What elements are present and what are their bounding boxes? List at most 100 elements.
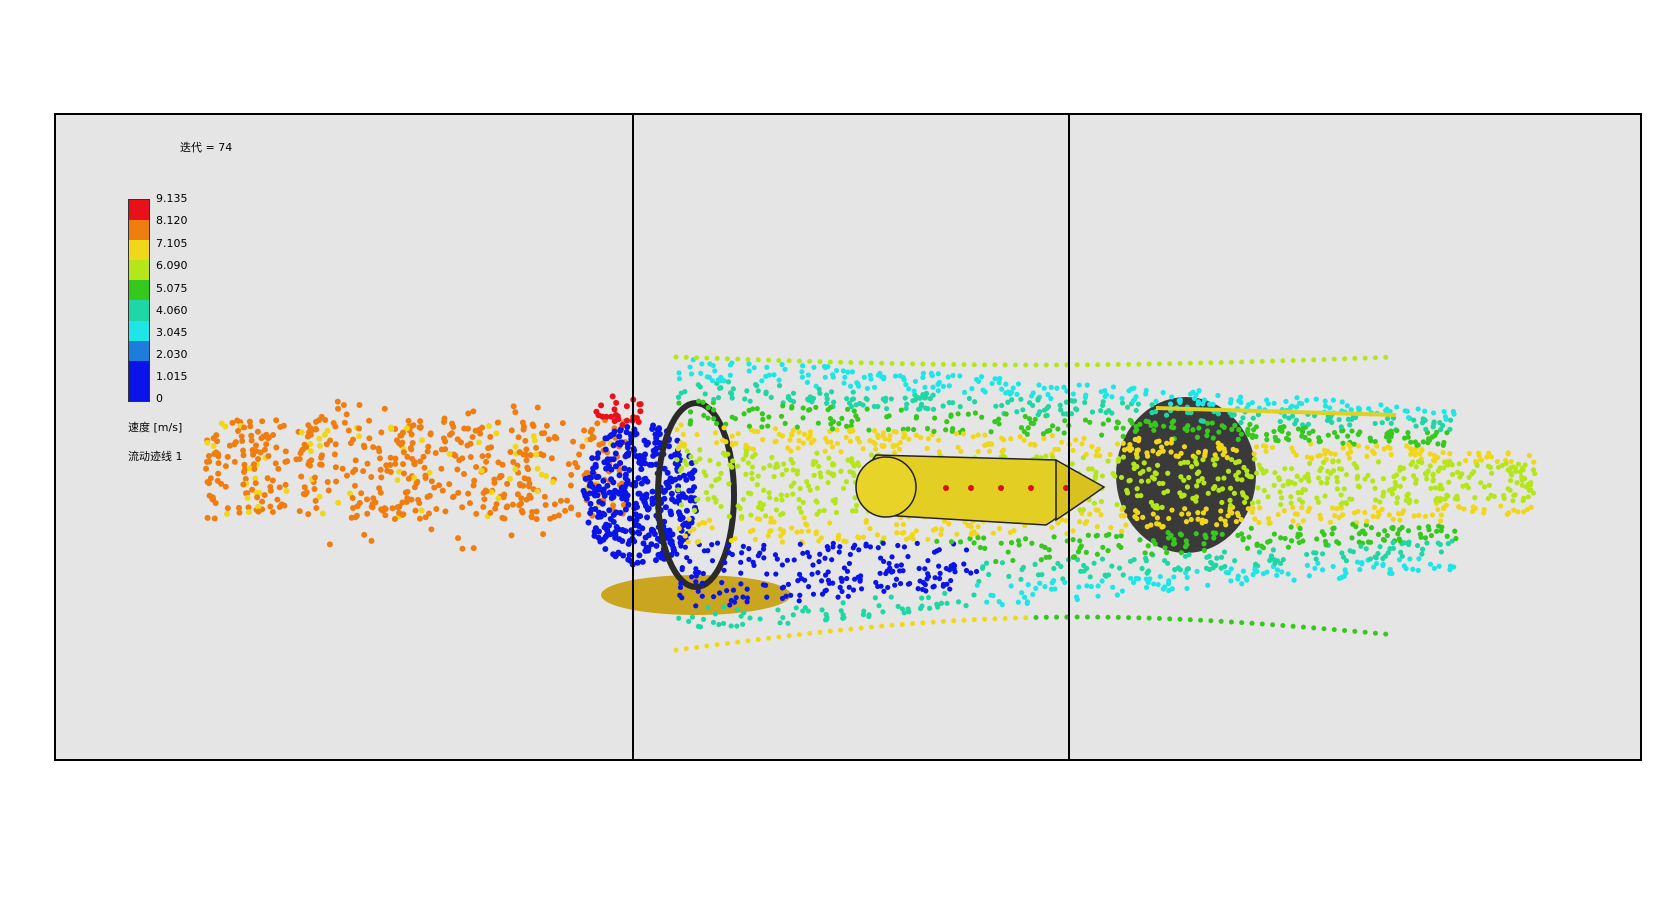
flow-particle [683,354,689,360]
flow-particle [1268,553,1275,559]
flow-particle [688,487,695,494]
flow-particle [551,501,558,508]
flow-particle [1413,498,1419,505]
flow-particle [1244,545,1251,551]
flow-particle [1193,494,1200,500]
flow-particle [252,475,259,482]
flow-particle [1300,426,1306,432]
flow-particle [586,474,593,481]
flow-particle [1413,464,1419,470]
flow-particle [1105,458,1111,464]
flow-particle [801,431,808,437]
flow-particle [1294,473,1300,479]
viewport[interactable]: 迭代 = 74 9.135 8.120 7.105 6.090 5.075 4.… [54,113,1642,761]
flow-particle [1085,466,1092,472]
flow-particle [1120,454,1127,460]
flow-particle [838,359,844,365]
flow-particle [930,584,936,590]
flow-particle [984,441,990,448]
flow-particle [644,545,651,552]
flow-particle [1253,444,1260,450]
flow-particle [416,424,423,431]
flow-particle [1179,493,1185,499]
flow-particle [644,514,651,521]
flow-particle [1184,409,1191,416]
flow-particle [368,473,375,480]
flow-particle [1259,466,1265,472]
flow-particle [996,525,1003,532]
flow-particle [1049,524,1055,531]
flow-particle [274,496,281,503]
flow-particle [1037,580,1043,586]
flow-particle [426,510,433,517]
flow-particle [1380,489,1387,495]
flow-particle [912,378,919,384]
flow-particle [699,361,705,367]
flow-particle [918,401,925,407]
flow-particle [776,377,782,383]
flow-particle [895,603,901,609]
flow-particle [352,466,359,473]
flow-particle [1367,556,1373,562]
flow-particle [1000,447,1007,453]
flow-particle [1116,565,1123,571]
flow-particle [935,381,941,387]
flow-particle [1329,531,1335,537]
flow-particle [1271,428,1277,435]
flow-particle [680,431,686,438]
flow-particle [425,443,432,450]
flow-trajectory-scene[interactable] [56,115,1640,759]
flow-particle [675,452,682,459]
flow-particle [800,499,806,506]
flow-particle [1320,459,1327,466]
flow-particle [1405,528,1412,534]
flow-particle [850,587,857,593]
flow-particle [590,434,597,441]
flow-particle [475,439,482,446]
flow-particle [1176,397,1182,404]
flow-particle [1382,528,1388,534]
flow-particle [1364,444,1370,451]
flow-particle [709,525,715,531]
flow-particle [1358,543,1364,549]
flow-particle [998,540,1004,546]
flow-particle [1177,531,1183,537]
flow-particle [1150,538,1157,544]
flow-particle [1255,485,1261,491]
flow-particle [1377,544,1383,550]
flow-particle [867,544,874,550]
flow-particle [471,477,478,484]
flow-particle [312,497,319,504]
flow-particle [897,439,904,446]
flow-particle [1062,579,1068,585]
flow-particle [240,452,247,459]
flow-particle [668,453,675,460]
flow-particle [886,437,893,443]
flow-particle [1432,485,1439,491]
flow-particle [730,587,737,593]
flow-particle [400,449,407,456]
flow-particle [1169,436,1175,443]
flow-particle [1265,494,1271,500]
flow-particle [1134,486,1140,492]
flow-particle [222,463,229,470]
flow-particle [340,402,347,409]
flow-particle [795,445,801,451]
flow-particle [1095,583,1101,589]
legend-tick-label: 1.015 [156,370,188,383]
flow-particle [923,405,929,411]
flow-particle [817,551,823,557]
flow-particle [218,480,225,487]
flow-particle [1239,581,1245,587]
flow-particle [1079,441,1085,447]
flow-particle [886,560,892,567]
flow-particle [1299,504,1305,511]
flow-particle [1354,473,1361,479]
flow-particle [1210,435,1216,441]
flow-particle [606,507,613,514]
flow-particle [587,428,594,435]
flow-particle [1228,397,1234,403]
flow-particle [872,441,878,447]
flow-particle [526,483,533,490]
flow-particle [703,489,710,496]
